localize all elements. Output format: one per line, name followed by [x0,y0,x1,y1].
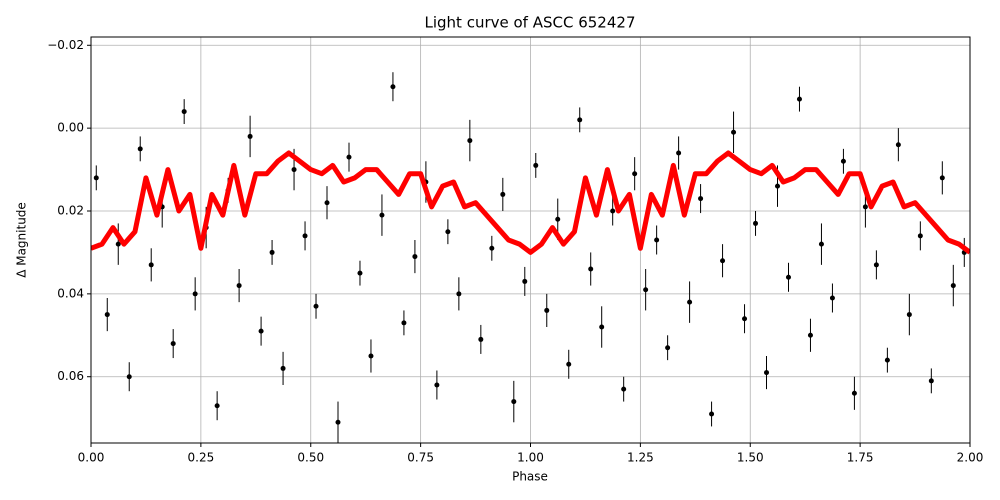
x-tick-label: 1.00 [517,451,544,465]
data-point [390,84,396,90]
data-point [742,316,748,322]
x-tick-label: 0.25 [188,451,215,465]
data-point [588,266,594,272]
data-point [93,175,99,181]
data-point [950,283,956,289]
y-tick-label: 0.06 [57,369,84,383]
data-point [796,96,802,102]
data-point [467,138,473,144]
data-point [818,241,824,247]
x-tick-label: 1.25 [627,451,654,465]
x-tick-label: 2.00 [957,451,984,465]
data-point [895,142,901,148]
x-tick-label: 0.00 [78,451,105,465]
data-point [764,370,770,376]
data-point [236,283,242,289]
data-point [632,171,638,177]
y-tick-label: −0.02 [47,38,84,52]
data-point [829,295,835,301]
data-point [489,245,495,251]
data-point [445,229,451,235]
data-point [720,258,726,264]
data-point [610,208,616,214]
data-point [456,291,462,297]
data-point [192,291,198,297]
data-point [555,216,561,222]
data-point [654,237,660,243]
data-point [906,312,912,318]
data-point [137,146,143,152]
data-point [676,150,682,156]
data-point [643,287,649,293]
data-point [533,162,539,168]
data-point [379,212,385,218]
data-point [709,411,715,417]
y-tick-label: 0.04 [57,286,84,300]
data-point [939,175,945,181]
data-point [148,262,154,268]
data-point [500,191,506,197]
data-point [335,419,341,425]
x-tick-label: 1.50 [737,451,764,465]
data-point [884,357,890,363]
data-point [324,200,330,206]
plot-frame [90,36,971,444]
data-point [511,399,517,405]
data-point [917,233,923,239]
x-tick-label: 0.75 [407,451,434,465]
data-point [522,278,528,284]
y-tick-label: 0.00 [57,121,84,135]
data-point [368,353,374,359]
data-point [269,249,275,255]
data-point [577,117,583,123]
data-point [731,129,737,135]
data-point [181,109,187,115]
data-point [247,133,253,139]
data-point [126,374,132,380]
data-point [873,262,879,268]
x-axis-label: Phase [512,470,548,484]
data-point [599,324,605,330]
data-point [302,233,308,239]
data-point [544,307,550,313]
data-point [478,336,484,342]
data-point [566,361,572,367]
x-tick-label: 1.75 [847,451,874,465]
data-point [807,332,813,338]
data-point [357,270,363,276]
data-point [621,386,627,392]
data-point [170,341,176,347]
data-point [665,345,671,351]
data-point [258,328,264,334]
chart-title: Light curve of ASCC 652427 [425,14,636,32]
data-point [313,303,319,309]
data-point [346,154,352,160]
data-point [785,274,791,280]
x-tick-label: 0.50 [297,451,324,465]
data-point [840,158,846,164]
data-point [687,299,693,305]
trend-line [91,150,970,255]
data-point [434,382,440,388]
data-point [401,320,407,326]
data-point [774,183,780,189]
data-point [214,403,220,409]
data-point [115,241,121,247]
data-point [104,312,110,318]
data-point [698,196,704,202]
y-tick-label: 0.02 [57,204,84,218]
data-point [851,390,857,396]
y-axis-label: Δ Magnitude [15,202,29,278]
data-point [753,220,759,226]
data-point [280,365,286,371]
data-point [862,204,868,210]
data-point [928,378,934,384]
data-point [412,254,418,260]
data-point [291,167,297,173]
